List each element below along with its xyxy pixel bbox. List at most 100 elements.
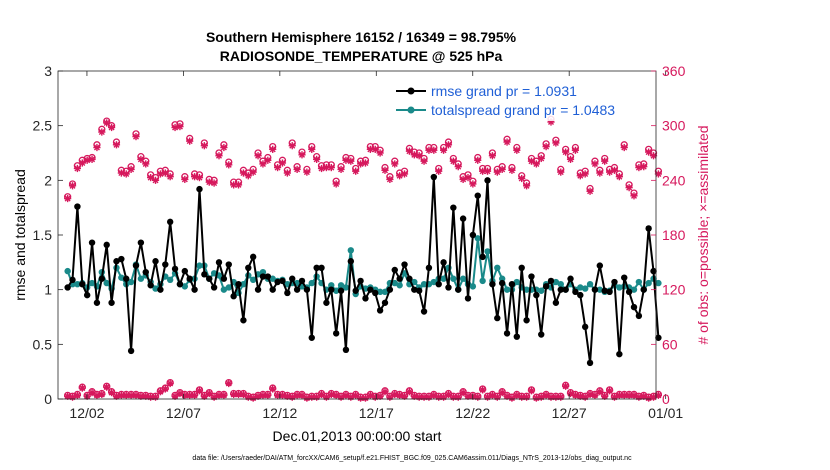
rmse-point	[635, 312, 643, 320]
obs-assimilated-marker	[127, 165, 135, 173]
obs-assimilated-marker	[156, 170, 165, 178]
spread-point	[396, 282, 403, 289]
obs-assimilated-marker	[88, 155, 96, 163]
obs-assimilated-marker	[220, 143, 228, 152]
y-tick-label-left: 1.5	[33, 227, 53, 243]
rmse-point	[303, 286, 311, 293]
rmse-point	[166, 218, 174, 226]
obs-assimilated-marker	[635, 163, 643, 172]
y-tick-label-left: 2	[44, 172, 52, 188]
rmse-point	[586, 359, 594, 367]
obs-assimilated-low-marker	[225, 379, 233, 388]
obs-assimilated-low-marker	[405, 388, 414, 396]
rmse-point	[415, 287, 423, 294]
rmse-point	[459, 215, 467, 222]
spread-point	[225, 284, 232, 291]
spread-point	[88, 279, 96, 287]
spread-point	[220, 286, 228, 293]
obs-assimilated-marker	[64, 194, 72, 203]
rmse-point	[83, 291, 91, 299]
obs-assimilated-marker	[303, 168, 311, 176]
rmse-point	[513, 333, 521, 340]
rmse-point	[508, 281, 516, 288]
spread-point	[196, 262, 203, 269]
obs-assimilated-low-marker	[264, 391, 272, 399]
obs-assimilated-marker	[435, 167, 443, 175]
rmse-point	[108, 299, 115, 306]
obs-assimilated-low-marker	[73, 391, 82, 399]
rmse-point	[445, 284, 452, 291]
spread-point	[538, 287, 545, 294]
rmse-series-layer	[64, 173, 662, 367]
rmse-point	[98, 275, 106, 282]
x-tick-label: 12/07	[166, 405, 201, 421]
rmse-point	[162, 261, 169, 268]
rmse-point	[181, 267, 189, 275]
obs-assimilated-marker	[98, 128, 106, 136]
y-tick-label-left: 0.5	[33, 336, 53, 352]
obs-assimilated-marker	[288, 142, 296, 150]
rmse-point	[206, 275, 213, 282]
spread-point	[440, 275, 447, 282]
x-axis-label: Dec.01,2013 00:00:00 start	[273, 428, 442, 444]
spread-point	[391, 279, 398, 287]
rmse-point	[328, 286, 335, 293]
obs-assimilated-marker	[469, 180, 477, 188]
obs-assimilated-marker	[210, 179, 218, 187]
obs-assimilated-marker	[400, 170, 409, 178]
spread-point	[498, 275, 506, 282]
rmse-point	[269, 286, 276, 293]
rmse-point	[249, 253, 257, 261]
obs-assimilated-marker	[176, 122, 184, 131]
x-tick-label: 12/17	[359, 405, 394, 421]
rmse-point	[552, 299, 560, 306]
obs-assimilated-low-marker	[161, 385, 169, 393]
spread-point	[103, 279, 110, 287]
spread-point	[308, 279, 315, 287]
x-tick-label: 12/27	[552, 405, 587, 421]
rmse-point	[210, 284, 218, 291]
spread-point	[240, 281, 247, 288]
axes-layer: 12/02 12/07 12/12 12/17 12/22 12/27 01/0100.51…	[33, 63, 686, 421]
rmse-point	[464, 295, 472, 302]
rmse-point	[479, 253, 486, 261]
rmse-point	[557, 286, 564, 293]
spread-point	[645, 279, 652, 287]
rmse-point	[235, 281, 242, 288]
rmse-point	[142, 268, 149, 276]
spread-point	[474, 235, 481, 242]
obs-assimilated-marker	[171, 123, 179, 132]
obs-assimilated-marker	[620, 143, 628, 152]
obs-assimilated-marker	[332, 180, 340, 188]
spread-point	[523, 286, 530, 293]
obs-assimilated-low-marker	[557, 393, 565, 401]
rmse-point	[123, 275, 130, 282]
rmse-point	[538, 331, 545, 338]
y-tick-label-right: 360	[662, 63, 686, 79]
rmse-point	[332, 330, 340, 337]
obs-assimilated-marker	[474, 156, 482, 164]
rmse-point	[601, 287, 608, 294]
obs-assimilated-marker	[225, 161, 233, 169]
rmse-point	[645, 225, 652, 232]
rmse-point	[596, 262, 604, 269]
rmse-point	[279, 277, 286, 285]
obs-assimilated-marker	[195, 174, 204, 182]
rmse-point	[503, 330, 511, 337]
y-tick-label-left: 3	[44, 63, 52, 79]
y-tick-label-right: 240	[662, 172, 686, 188]
rmse-point	[318, 264, 325, 271]
obs-assimilated-low-marker	[98, 390, 106, 399]
obs-assimilated-low-marker	[479, 386, 487, 394]
obs-assimilated-marker	[327, 163, 335, 172]
obs-assimilated-low-marker	[78, 384, 86, 392]
obs-assimilated-marker	[498, 165, 506, 173]
spread-point	[181, 283, 189, 290]
obs-assimilated-marker	[308, 145, 316, 153]
rmse-point	[367, 286, 374, 293]
spread-point	[342, 284, 350, 291]
spread-point	[630, 286, 638, 293]
obs-assimilated-marker	[78, 159, 86, 167]
rmse-point	[259, 273, 267, 280]
obs-assimilated-marker	[542, 143, 550, 151]
